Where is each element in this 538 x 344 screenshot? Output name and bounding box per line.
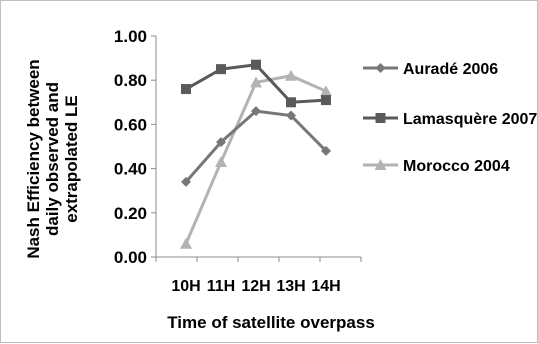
data-point-1 — [321, 95, 331, 106]
data-point-1 — [251, 59, 261, 70]
x-axis-title: Time of satellite overpass — [167, 313, 375, 332]
y-axis-title-line-3: extrapolated LE — [62, 95, 81, 223]
x-tick-label: 12H — [241, 278, 270, 295]
y-tick-label: 0.00 — [114, 248, 147, 267]
legend-label-1: Lamasquère 2007 — [403, 111, 537, 128]
legend-marker-0 — [375, 63, 386, 73]
data-point-0 — [181, 176, 191, 187]
data-point-1 — [216, 64, 226, 75]
y-axis-title: Nash Efficiency between daily observed a… — [24, 59, 81, 258]
plot-area: 0.00 0.20 0.40 0.60 0.80 1.00 10H 11H 12H 13H 14H — [114, 27, 362, 295]
y-tick-label: 0.40 — [114, 160, 147, 179]
legend-marker-2 — [374, 159, 387, 170]
data-point-2 — [215, 155, 227, 167]
data-point-0 — [216, 137, 226, 148]
x-tick-label: 13H — [276, 278, 305, 295]
data-point-2 — [320, 85, 332, 97]
y-tick-label: 0.80 — [114, 71, 147, 90]
data-point-1 — [286, 97, 296, 108]
data-point-1 — [181, 84, 191, 95]
legend-label-0: Auradé 2006 — [403, 61, 498, 78]
data-point-0 — [286, 110, 296, 121]
x-tick-label: 10H — [171, 278, 200, 295]
legend-marker-1 — [375, 113, 386, 123]
x-tick-label: 14H — [311, 278, 340, 295]
data-point-2 — [250, 76, 262, 88]
data-point-2 — [180, 237, 192, 249]
y-tick-label: 0.60 — [114, 115, 147, 134]
legend: Auradé 2006 Lamasquère 2007 Morocco 2004 — [363, 61, 537, 175]
legend-label-2: Morocco 2004 — [403, 158, 510, 175]
x-tick-label: 11H — [207, 278, 235, 295]
y-axis-title-line-1: Nash Efficiency between — [24, 59, 43, 258]
y-tick-label: 1.00 — [114, 27, 147, 46]
data-point-0 — [251, 106, 261, 117]
y-tick-label: 0.20 — [114, 204, 147, 223]
series-line-0 — [184, 109, 328, 183]
data-point-2 — [285, 69, 297, 81]
y-axis-title-line-2: daily observed and — [43, 82, 62, 236]
data-point-0 — [321, 145, 331, 156]
